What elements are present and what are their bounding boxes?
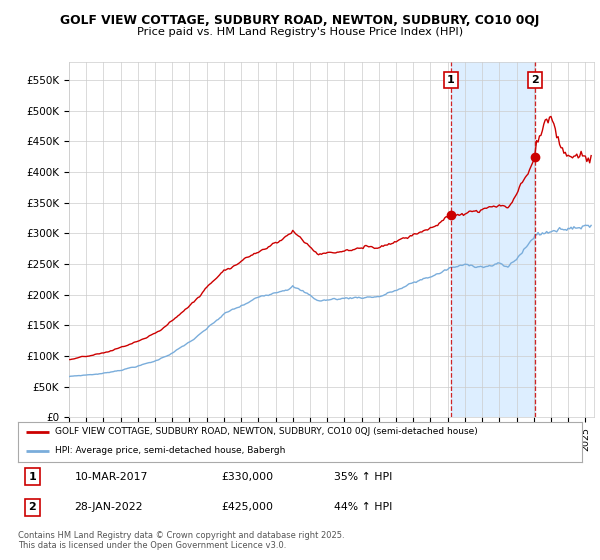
Text: GOLF VIEW COTTAGE, SUDBURY ROAD, NEWTON, SUDBURY, CO10 0QJ: GOLF VIEW COTTAGE, SUDBURY ROAD, NEWTON,… xyxy=(61,14,539,27)
Text: GOLF VIEW COTTAGE, SUDBURY ROAD, NEWTON, SUDBURY, CO10 0QJ (semi-detached house): GOLF VIEW COTTAGE, SUDBURY ROAD, NEWTON,… xyxy=(55,427,478,436)
Text: 1: 1 xyxy=(447,75,455,85)
Text: 35% ↑ HPI: 35% ↑ HPI xyxy=(334,472,392,482)
Text: 2: 2 xyxy=(28,502,36,512)
Text: £425,000: £425,000 xyxy=(221,502,273,512)
Text: Contains HM Land Registry data © Crown copyright and database right 2025.
This d: Contains HM Land Registry data © Crown c… xyxy=(18,531,344,550)
Text: HPI: Average price, semi-detached house, Babergh: HPI: Average price, semi-detached house,… xyxy=(55,446,285,455)
Text: 28-JAN-2022: 28-JAN-2022 xyxy=(74,502,143,512)
Bar xyxy=(451,62,535,417)
Text: Price paid vs. HM Land Registry's House Price Index (HPI): Price paid vs. HM Land Registry's House … xyxy=(137,27,463,37)
Text: 1: 1 xyxy=(28,472,36,482)
Text: 44% ↑ HPI: 44% ↑ HPI xyxy=(334,502,392,512)
Text: £330,000: £330,000 xyxy=(221,472,273,482)
Text: 2: 2 xyxy=(531,75,539,85)
Text: 10-MAR-2017: 10-MAR-2017 xyxy=(74,472,148,482)
